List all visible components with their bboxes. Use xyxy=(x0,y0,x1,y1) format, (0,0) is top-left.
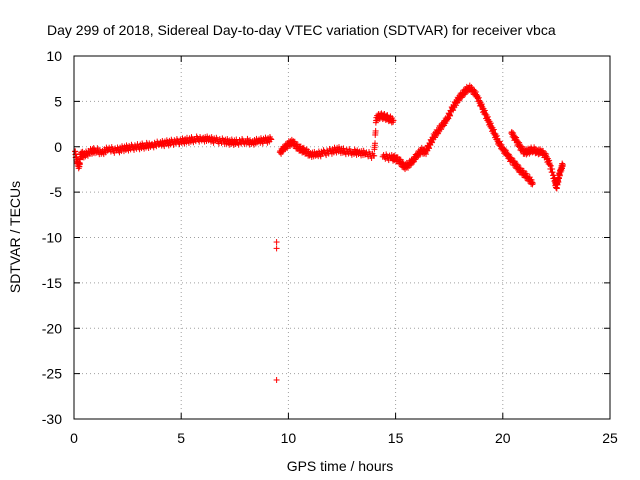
data-point xyxy=(306,148,319,160)
data-point xyxy=(273,245,280,252)
data-point xyxy=(439,115,450,129)
data-point xyxy=(525,174,536,188)
data-points xyxy=(72,82,566,383)
data-point xyxy=(135,140,148,153)
x-tick-label: 5 xyxy=(177,430,185,446)
y-tick-label: -10 xyxy=(42,230,62,246)
y-tick-label: 5 xyxy=(54,93,62,109)
y-tick-label: 0 xyxy=(54,139,62,155)
x-tick-label: 10 xyxy=(281,430,297,446)
data-point xyxy=(227,136,240,148)
grid xyxy=(74,56,610,419)
y-tick-label: -30 xyxy=(42,411,62,427)
data-point xyxy=(113,143,126,156)
x-axis: 0 5 10 15 20 25 xyxy=(70,56,618,446)
data-point xyxy=(512,161,523,175)
x-tick-label: 20 xyxy=(495,430,511,446)
x-tick-label: 25 xyxy=(602,430,618,446)
y-tick-label: -5 xyxy=(50,184,63,200)
data-point xyxy=(248,135,261,148)
y-tick-label: -15 xyxy=(42,275,62,291)
y-tick-label: -20 xyxy=(42,320,62,336)
y-tick-label: 10 xyxy=(46,48,62,64)
data-point xyxy=(448,98,459,114)
x-tick-label: 15 xyxy=(388,430,404,446)
data-point xyxy=(529,180,536,187)
y-tick-label: -25 xyxy=(42,366,62,382)
x-axis-title: GPS time / hours xyxy=(287,458,394,474)
chart-title: Day 299 of 2018, Sidereal Day-to-day VTE… xyxy=(47,22,556,38)
data-point xyxy=(268,136,275,143)
x-tick-label: 0 xyxy=(70,430,78,446)
data-point xyxy=(141,139,154,151)
data-point xyxy=(184,134,197,146)
data-point xyxy=(334,144,347,157)
data-point xyxy=(273,376,280,383)
data-point xyxy=(328,144,341,157)
data-point xyxy=(390,117,397,124)
data-point xyxy=(178,134,190,147)
data-point xyxy=(546,161,557,182)
data-point xyxy=(341,146,355,158)
data-point xyxy=(273,239,280,246)
data-point xyxy=(478,101,489,118)
data-point xyxy=(559,161,566,168)
y-axis: 10 5 0 -5 -10 -15 -20 -25 -30 xyxy=(42,48,610,427)
y-axis-title: SDTVAR / TECUs xyxy=(7,181,23,293)
data-point xyxy=(199,133,212,145)
data-point xyxy=(169,136,184,148)
data-point xyxy=(212,134,227,147)
